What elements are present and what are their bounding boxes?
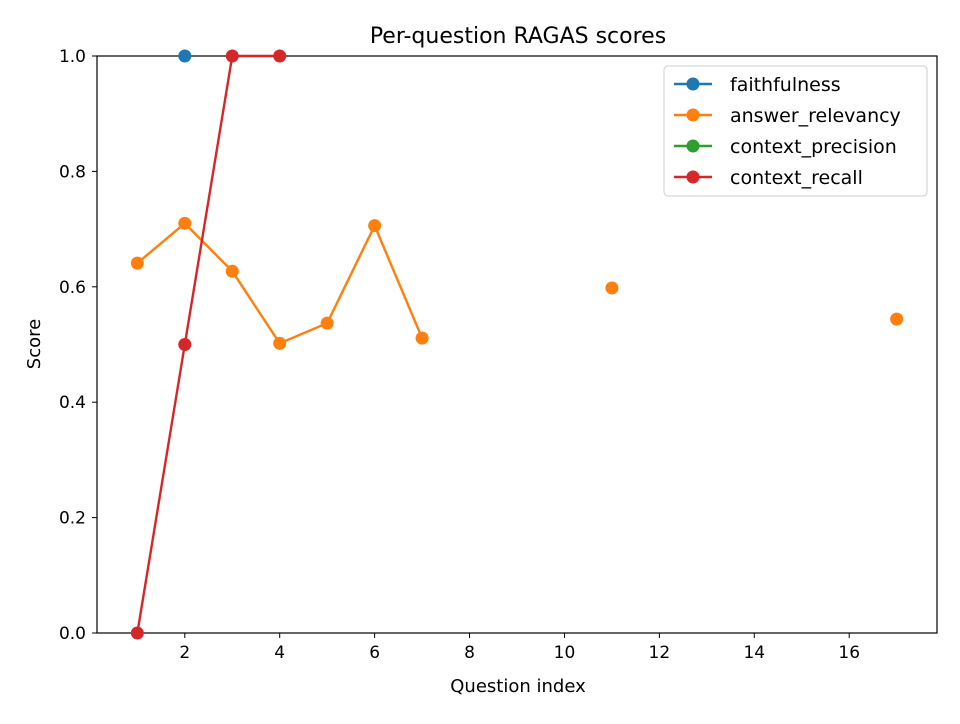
legend-label-context_recall: context_recall [730,167,863,189]
legend-marker-context_recall [686,170,700,184]
series-context_recall [130,49,287,640]
answer_relevancy-segment [278,321,329,345]
x-tick-label: 10 [554,643,576,663]
y-tick-label: 0.6 [59,278,86,298]
legend-label-answer_relevancy: answer_relevancy [730,105,901,127]
axes-frame [96,55,938,634]
answer_relevancy-segment [373,224,424,340]
answer_relevancy-point [415,331,429,345]
x-tick-label: 14 [743,643,765,663]
legend-marker-answer_relevancy [686,108,700,122]
answer_relevancy-point [605,281,619,295]
x-tick-label: 2 [179,643,190,663]
plot-area: 2 4 6 8 10 12 14 16 0.0 0.2 0.4 0.6 0.8 1.0 [59,47,938,663]
answer_relevancy-point [368,219,382,233]
answer_relevancy-segment [135,221,187,265]
y-tick-label: 0.0 [59,624,86,644]
context_recall-segment [183,54,234,346]
context_recall-point [130,626,144,640]
x-tick-label: 16 [838,643,860,663]
legend-label-context_precision: context_precision [730,136,897,158]
legend-box [663,65,928,197]
context_recall-point [225,49,239,63]
faithfulness-point [178,49,192,63]
answer_relevancy-point [178,216,192,230]
y-tick-label: 0.4 [59,393,86,413]
x-tick-label: 4 [274,643,285,663]
x-tick-label: 12 [649,643,671,663]
y-tick-label: 0.8 [59,162,86,182]
legend: faithfulness answer_relevancy context_prec… [663,65,928,197]
y-tick-label: 0.2 [59,509,86,529]
answer_relevancy-point [320,316,334,330]
context_recall-segment [135,343,187,635]
answer_relevancy-point [225,264,239,278]
y-tick-label: 1.0 [59,47,86,67]
x-tick-label: 6 [369,643,380,663]
y-axis-label: Score [24,319,45,369]
legend-marker-context_precision [686,139,700,153]
answer_relevancy-point [273,336,287,350]
answer_relevancy-segment [230,269,282,346]
answer_relevancy-segment [325,224,377,325]
x-axis-label: Question index [450,676,586,697]
legend-label-faithfulness: faithfulness [730,74,841,96]
series-faithfulness [178,49,192,63]
x-tick-label: 8 [464,643,475,663]
answer_relevancy-point [130,256,144,270]
answer_relevancy-point [890,312,904,326]
answer_relevancy-segment [183,221,234,273]
series-answer_relevancy [130,216,904,350]
legend-marker-faithfulness [686,77,700,91]
context_recall-point [178,338,192,351]
context_recall-point [273,49,287,63]
chart-title: Per-question RAGAS scores [370,24,666,49]
